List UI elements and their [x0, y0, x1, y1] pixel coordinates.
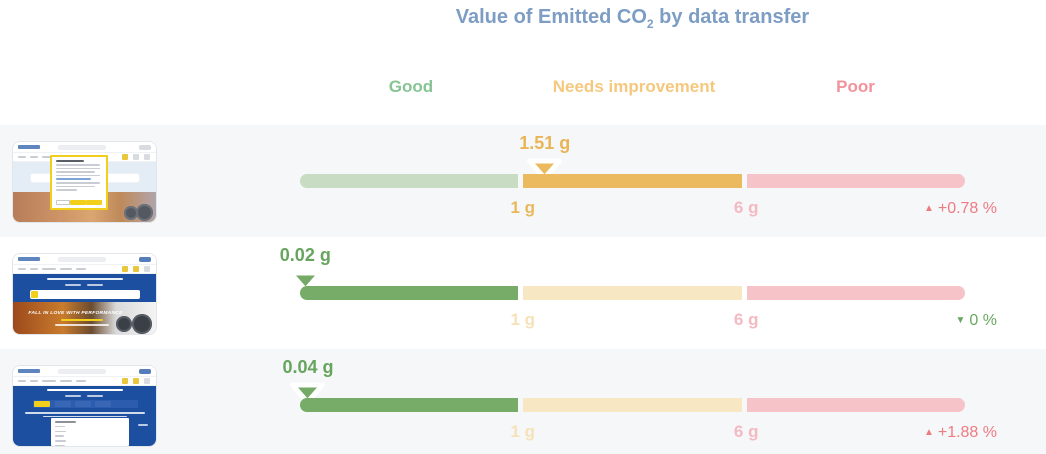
- tick-6g: 6 g: [733, 310, 759, 329]
- tire-image: [136, 204, 153, 221]
- tick-6g: 6 g: [733, 422, 759, 441]
- value-marker: 0.02 g: [280, 244, 331, 294]
- table-row: 1.51 g 1 g 6 g ▲ +0.78 %: [0, 125, 1046, 237]
- marker-triangle-icon: [527, 158, 563, 181]
- value-label: 0.02 g: [279, 245, 331, 265]
- tire-image: [116, 316, 132, 332]
- hero-photo: FALL IN LOVE WITH PERFORMANCE: [13, 302, 156, 334]
- trend-change: ▲ +1.88 %: [924, 424, 997, 442]
- search-bar: [58, 257, 106, 262]
- marker-triangle-icon: [290, 382, 326, 405]
- co2-gauge: 1.51 g 1 g 6 g: [300, 125, 965, 237]
- segment-needs-improvement: [523, 174, 742, 188]
- search-bar: [58, 145, 106, 150]
- cookie-consent-modal: [50, 155, 108, 210]
- search-icon: [31, 291, 38, 298]
- cookie-refuse-button: [70, 200, 86, 205]
- trend-up-icon: ▲: [923, 203, 934, 214]
- hero-slogan: FALL IN LOVE WITH PERFORMANCE: [28, 310, 123, 316]
- trend-change: ▲ +0.78 %: [924, 200, 997, 218]
- tick-1g: 1 g: [510, 310, 536, 329]
- change-value: +0.78 %: [937, 200, 997, 217]
- value-label: 1.51 g: [519, 133, 571, 153]
- zone-header-poor: Poor: [836, 77, 875, 96]
- marker-triangle-icon: [287, 270, 323, 293]
- browser-topbar: [13, 366, 156, 377]
- nav-links: [13, 265, 156, 274]
- account-button: [139, 369, 151, 374]
- change-value: +1.88 %: [937, 424, 997, 441]
- gauge-bar: [300, 286, 965, 300]
- thumbnail-cookie-page[interactable]: [12, 141, 157, 223]
- blue-banner: [13, 274, 156, 302]
- table-row: 0.04 g 1 g 6 g ▲ +1.88 %: [0, 349, 1046, 454]
- co2-gauge: 0.04 g 1 g 6 g: [282, 349, 965, 454]
- michelin-logo: [18, 145, 40, 149]
- table-row: FALL IN LOVE WITH PERFORMANCE 0.02 g 1 g…: [0, 237, 1046, 349]
- tire-image: [132, 314, 152, 334]
- segment-poor: [746, 398, 965, 412]
- hero-text-line: [55, 324, 109, 326]
- michelin-logo: [18, 257, 40, 261]
- tire-image: [124, 206, 138, 220]
- value-marker: 0.04 g: [282, 356, 333, 406]
- value-label: 0.04 g: [282, 357, 334, 377]
- gauge-bar: [300, 398, 965, 412]
- browser-topbar: [13, 254, 156, 265]
- trend-change: ▼ 0 %: [956, 312, 997, 330]
- thumbnail-homepage[interactable]: FALL IN LOVE WITH PERFORMANCE: [12, 253, 157, 335]
- tick-6g: 6 g: [733, 198, 759, 217]
- trend-up-icon: ▲: [923, 427, 934, 438]
- tick-1g: 1 g: [510, 422, 536, 441]
- cookie-buttons: [56, 200, 102, 205]
- segment-needs-improvement: [523, 286, 742, 300]
- gauge-bar: [300, 174, 965, 188]
- tick-1g: 1 g: [510, 198, 536, 217]
- hero-subtitle: [61, 319, 103, 321]
- browser-topbar: [13, 142, 156, 153]
- vehicle-tabs: [33, 400, 138, 408]
- cookie-settings-button: [56, 200, 70, 205]
- segment-poor: [746, 286, 965, 300]
- segment-good: [300, 286, 519, 300]
- thumbnail-tire-finder[interactable]: [12, 365, 157, 447]
- account-button: [139, 257, 151, 262]
- change-value: 0 %: [969, 312, 997, 329]
- michelin-logo: [18, 369, 40, 373]
- segment-good: [300, 398, 519, 412]
- search-bar: [58, 369, 106, 374]
- dropdown-panel: [51, 418, 129, 446]
- page-title: Value of Emitted CO2 by data transfer: [455, 6, 810, 31]
- value-marker: 1.51 g: [519, 132, 570, 182]
- trend-down-icon: ▼: [955, 315, 966, 326]
- segment-needs-improvement: [523, 398, 742, 412]
- zone-header-good: Good: [388, 77, 434, 96]
- segment-good: [300, 174, 519, 188]
- account-button: [139, 145, 151, 150]
- tire-search-field: [30, 290, 140, 299]
- cookie-accept-button: [86, 200, 102, 205]
- tab-active: [34, 401, 50, 407]
- co2-gauge: 0.02 g 1 g 6 g: [280, 237, 965, 349]
- blue-page-body: [13, 386, 156, 446]
- zone-header-needs-improvement: Needs improvement: [552, 77, 716, 96]
- segment-poor: [746, 174, 965, 188]
- nav-links: [13, 377, 156, 386]
